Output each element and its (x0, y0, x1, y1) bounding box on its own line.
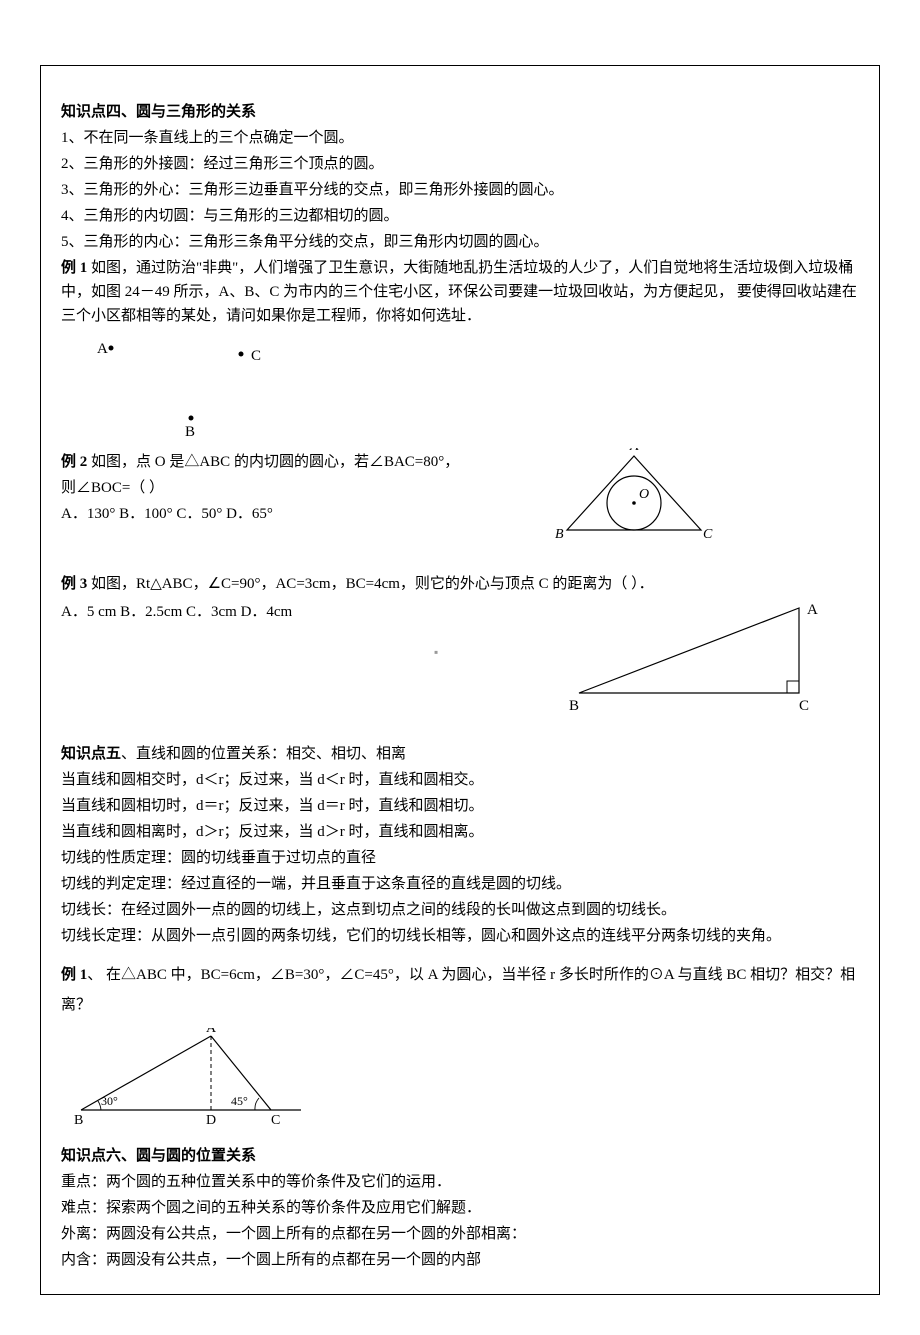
section4-line3: 3、三角形的外心：三角形三边垂直平分线的交点，即三角形外接圆的圆心。 (61, 178, 859, 202)
pointA-label: A (97, 341, 108, 357)
figure-incircle: A B C O (549, 448, 719, 556)
example2-line2: 则∠BOC=（ ） (61, 476, 539, 500)
svg-text:A: A (629, 448, 639, 454)
dot-marker-icon: ▪ (434, 643, 438, 662)
svg-text:C: C (271, 1113, 280, 1128)
ex3-text: 如图，Rt△ABC，∠C=90°，AC=3cm，BC=4cm，则它的外心与顶点 … (87, 576, 653, 592)
section4-heading: 知识点四、圆与三角形的关系 (61, 100, 859, 124)
figure-right-triangle: A B C ▪ (559, 598, 829, 726)
svg-text:B: B (555, 527, 564, 542)
section5-line6: 切线长：在经过圆外一点的圆的切线上，这点到切点之间的线段的长叫做这点到圆的切线长… (61, 898, 859, 922)
svg-text:C: C (799, 698, 809, 714)
figure-three-points: A C B (81, 330, 281, 448)
pointC-label: C (251, 348, 261, 364)
example2-row: 例 2 如图，点 O 是△ABC 的内切圆的圆心，若∠BAC=80°， 则∠BO… (61, 448, 859, 556)
section5-line2: 当直线和圆相切时，d＝r；反过来，当 d＝r 时，直线和圆相切。 (61, 794, 859, 818)
section6-line3: 外离：两圆没有公共点，一个圆上所有的点都在另一个圆的外部相离： (61, 1222, 859, 1246)
s5-ex1-text: 、 在△ABC 中，BC=6cm，∠B=30°，∠C=45°，以 A 为圆心，当… (61, 967, 855, 1013)
s5-ex1-label: 例 1 (61, 967, 87, 983)
ex2-text: 如图，点 O 是△ABC 的内切圆的圆心，若∠BAC=80°， (87, 454, 459, 470)
svg-text:O: O (639, 487, 649, 502)
svg-text:B: B (569, 698, 579, 714)
section5-line7: 切线长定理：从圆外一点引圆的两条切线，它们的切线长相等，圆心和圆外这点的连线平分… (61, 924, 859, 948)
section4-line2: 2、三角形的外接圆：经过三角形三个顶点的圆。 (61, 152, 859, 176)
section6-line2: 难点：探索两个圆之间的五种关系的等价条件及应用它们解题． (61, 1196, 859, 1220)
section6-heading: 知识点六、圆与圆的位置关系 (61, 1144, 859, 1168)
example2-options: A．130° B．100° C．50° D．65° (61, 502, 539, 526)
section6-line1: 重点：两个圆的五种位置关系中的等价条件及它们的运用． (61, 1170, 859, 1194)
section5-heading-rest: 、直线和圆的位置关系：相交、相切、相离 (121, 746, 406, 762)
section5-line5: 切线的判定定理：经过直径的一端，并且垂直于这条直径的直线是圆的切线。 (61, 872, 859, 896)
section5-line1: 当直线和圆相交时，d＜r；反过来，当 d＜r 时，直线和圆相交。 (61, 768, 859, 792)
svg-text:45°: 45° (231, 1094, 248, 1108)
svg-text:C: C (703, 527, 713, 542)
ex1-text: 如图，通过防治"非典"，人们增强了卫生意识，大街随地乱扔生活垃圾的人少了，人们自… (61, 260, 857, 324)
svg-text:D: D (206, 1113, 216, 1128)
svg-text:A: A (206, 1028, 217, 1036)
svg-text:30°: 30° (101, 1094, 118, 1108)
example3-line: 例 3 如图，Rt△ABC，∠C=90°，AC=3cm，BC=4cm，则它的外心… (61, 572, 859, 596)
document-page: 知识点四、圆与三角形的关系 1、不在同一条直线上的三个点确定一个圆。 2、三角形… (40, 65, 880, 1295)
section5-line4: 切线的性质定理：圆的切线垂直于过切点的直径 (61, 846, 859, 870)
svg-text:B: B (74, 1113, 83, 1128)
section5-heading: 知识点五、直线和圆的位置关系：相交、相切、相离 (61, 742, 859, 766)
section6-line4: 内含：两圆没有公共点，一个圆上所有的点都在另一个圆的内部 (61, 1248, 859, 1272)
section4-line1: 1、不在同一条直线上的三个点确定一个圆。 (61, 126, 859, 150)
figure-angle-triangle: A B C D 30° 45° (71, 1028, 311, 1136)
ex3-label: 例 3 (61, 576, 87, 592)
ex1-label: 例 1 (61, 260, 87, 276)
example2-line1: 例 2 如图，点 O 是△ABC 的内切圆的圆心，若∠BAC=80°， (61, 450, 539, 474)
pointB-label: B (185, 424, 195, 440)
section5-line3: 当直线和圆相离时，d＞r；反过来，当 d＞r 时，直线和圆相离。 (61, 820, 859, 844)
section5-heading-bold: 知识点五 (61, 746, 121, 762)
section4-line5: 5、三角形的内心：三角形三条角平分线的交点，即三角形内切圆的圆心。 (61, 230, 859, 254)
svg-text:A: A (807, 602, 818, 618)
example3-options: A．5 cm B．2.5cm C．3cm D．4cm (61, 600, 549, 624)
section4-line4: 4、三角形的内切圆：与三角形的三边都相切的圆。 (61, 204, 859, 228)
ex2-label: 例 2 (61, 454, 87, 470)
section5-ex1: 例 1、 在△ABC 中，BC=6cm，∠B=30°，∠C=45°，以 A 为圆… (61, 960, 859, 1020)
example1: 例 1 如图，通过防治"非典"，人们增强了卫生意识，大街随地乱扔生活垃圾的人少了… (61, 256, 859, 328)
